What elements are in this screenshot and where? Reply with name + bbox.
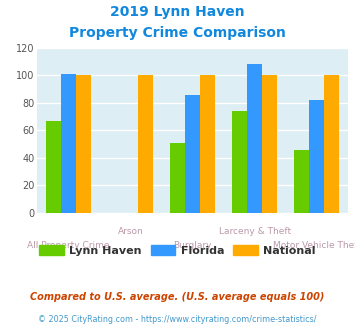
- Bar: [262, 75, 277, 213]
- Bar: [61, 74, 76, 213]
- Text: © 2025 CityRating.com - https://www.cityrating.com/crime-statistics/: © 2025 CityRating.com - https://www.city…: [38, 315, 317, 324]
- Bar: [138, 75, 153, 213]
- Text: Larceny & Theft: Larceny & Theft: [219, 227, 291, 236]
- Bar: [310, 100, 324, 213]
- Legend: Lynn Haven, Florida, National: Lynn Haven, Florida, National: [35, 241, 320, 260]
- Bar: [76, 75, 91, 213]
- Text: Motor Vehicle Theft: Motor Vehicle Theft: [273, 241, 355, 249]
- Text: All Property Crime: All Property Crime: [27, 241, 110, 249]
- Text: 2019 Lynn Haven: 2019 Lynn Haven: [110, 5, 245, 19]
- Text: Arson: Arson: [118, 227, 143, 236]
- Bar: [232, 111, 247, 213]
- Bar: [170, 143, 185, 213]
- Bar: [185, 95, 200, 213]
- Bar: [294, 149, 310, 213]
- Text: Property Crime Comparison: Property Crime Comparison: [69, 26, 286, 40]
- Text: Burglary: Burglary: [173, 241, 212, 249]
- Text: Compared to U.S. average. (U.S. average equals 100): Compared to U.S. average. (U.S. average …: [30, 292, 325, 302]
- Bar: [46, 121, 61, 213]
- Bar: [200, 75, 215, 213]
- Bar: [247, 64, 262, 213]
- Bar: [324, 75, 339, 213]
